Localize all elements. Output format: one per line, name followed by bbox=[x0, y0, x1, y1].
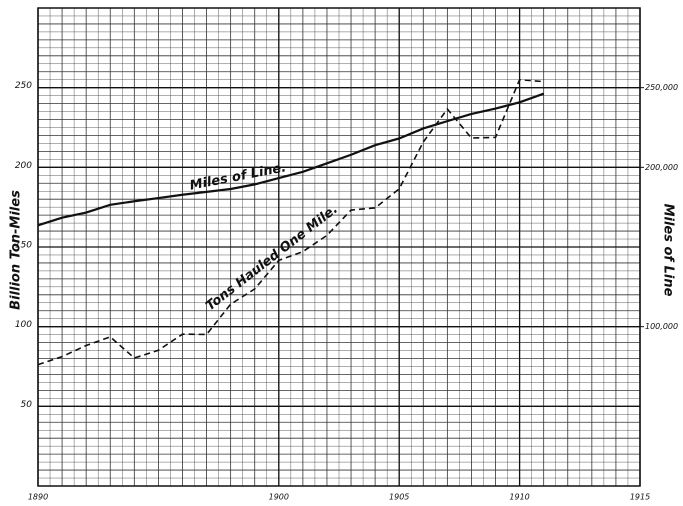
data-line bbox=[37, 92, 545, 227]
y-tick-label: 200 bbox=[15, 161, 32, 171]
grid bbox=[37, 7, 641, 487]
x-tick-label: 1890 bbox=[28, 493, 48, 502]
annotation: Tons Hauled One Mile. bbox=[203, 202, 341, 314]
data-line bbox=[37, 78, 544, 366]
y2-tick-label: 200,000 bbox=[645, 163, 678, 172]
y-tick-label: 50 bbox=[21, 400, 33, 410]
y2-axis-title: Miles of Line bbox=[661, 204, 676, 297]
plot-frame bbox=[37, 7, 641, 487]
x-tick-label: 1905 bbox=[389, 493, 409, 502]
y-tick-label: 100 bbox=[15, 320, 32, 330]
y2-tick-label: 250,000 bbox=[645, 83, 678, 92]
y-axis-title: Billion Ton-Miles bbox=[9, 190, 24, 310]
x-tick-label: 1900 bbox=[269, 493, 289, 502]
y-tick-label: 250 bbox=[15, 81, 32, 91]
y2-tick-label: 100,000 bbox=[645, 322, 678, 331]
x-tick-label: 1915 bbox=[630, 493, 650, 502]
y-tick-label: 150 bbox=[15, 241, 32, 251]
x-tick-label: 1910 bbox=[509, 493, 529, 502]
